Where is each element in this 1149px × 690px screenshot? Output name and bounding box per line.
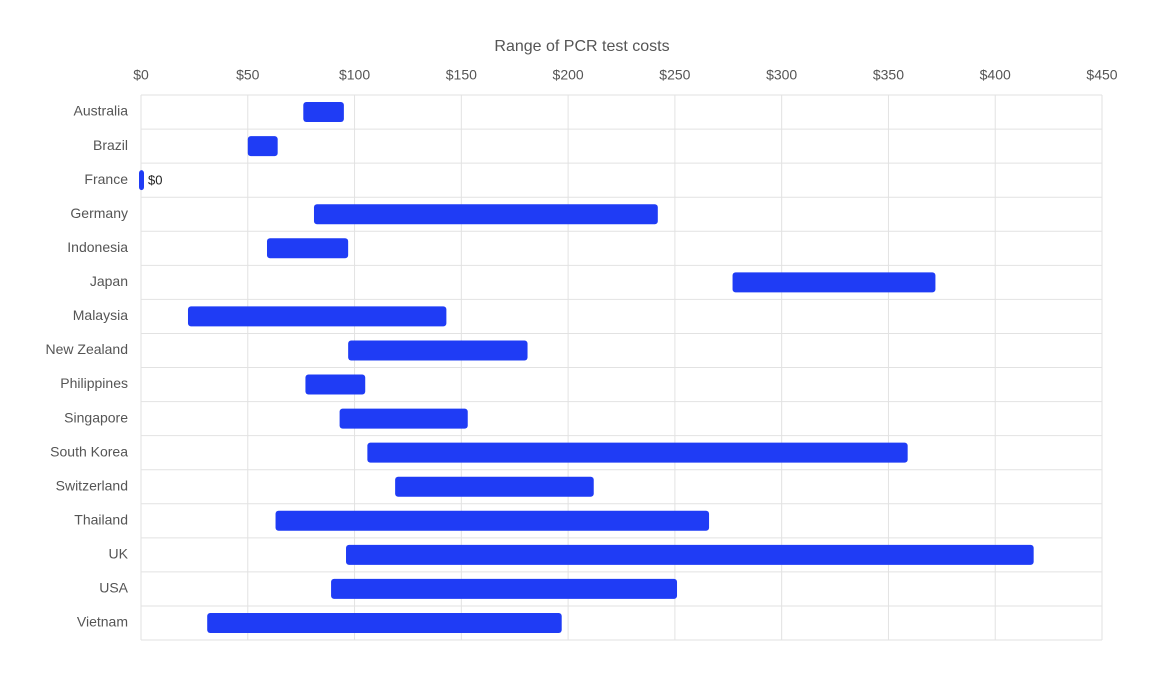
y-tick-label: Germany (70, 205, 128, 221)
y-tick-label: Singapore (64, 409, 128, 425)
y-tick-label: Australia (74, 103, 129, 119)
y-tick-label: Switzerland (56, 477, 128, 493)
y-tick-label: South Korea (50, 443, 128, 459)
bar (348, 340, 528, 361)
x-tick-label: $150 (446, 67, 477, 83)
x-tick-label: $50 (236, 67, 260, 83)
bar (139, 170, 144, 191)
y-tick-label: Indonesia (67, 239, 128, 255)
bar (732, 272, 936, 293)
x-tick-label: $100 (339, 67, 370, 83)
x-tick-label: $0 (133, 67, 149, 83)
bar (346, 544, 1034, 565)
y-tick-label: USA (99, 580, 128, 596)
y-tick-label: Brazil (93, 137, 128, 153)
y-tick-label: UK (109, 546, 129, 562)
bar (266, 238, 349, 259)
bar (275, 510, 710, 531)
x-tick-label: $250 (659, 67, 690, 83)
x-tick-label: $200 (553, 67, 584, 83)
y-tick-label: Vietnam (77, 614, 128, 630)
bar (313, 204, 658, 225)
y-tick-label: Malaysia (73, 307, 128, 323)
y-tick-label: Philippines (60, 375, 128, 391)
x-tick-label: $300 (766, 67, 797, 83)
bar (367, 442, 908, 463)
value-label: $0 (148, 173, 162, 188)
bar (395, 476, 594, 497)
chart-title: Range of PCR test costs (494, 38, 669, 55)
bar (187, 306, 447, 327)
bar (331, 578, 678, 599)
x-tick-label: $400 (980, 67, 1011, 83)
x-tick-label: $350 (873, 67, 904, 83)
bar (247, 136, 278, 157)
y-tick-label: Thailand (74, 511, 128, 527)
y-tick-label: New Zealand (46, 341, 129, 357)
bar (303, 102, 344, 123)
x-tick-label: $450 (1086, 67, 1117, 83)
y-tick-label: France (84, 171, 128, 187)
bar (305, 374, 366, 395)
y-tick-label: Japan (90, 273, 128, 289)
bar (339, 408, 468, 429)
bar (207, 612, 562, 633)
